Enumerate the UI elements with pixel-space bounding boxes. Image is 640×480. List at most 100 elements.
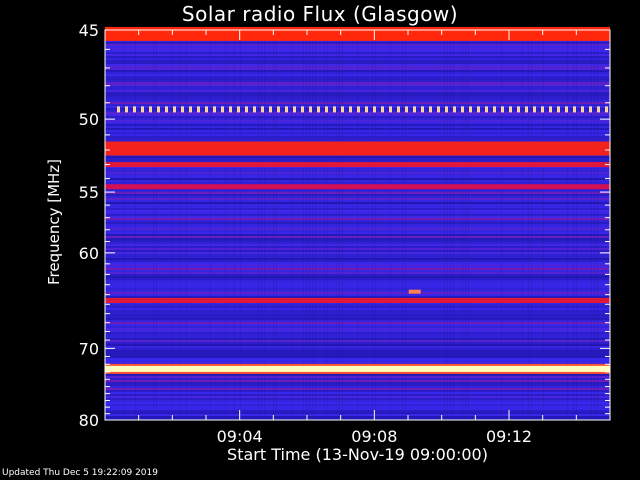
heatmap-row [105, 398, 610, 400]
heatmap-column [264, 30, 265, 420]
heatmap-column [171, 30, 172, 420]
heatmap-row [105, 72, 610, 74]
heatmap-column [390, 30, 391, 420]
heatmap-row [105, 344, 610, 346]
band-dash [309, 106, 312, 113]
updated-timestamp: Updated Thu Dec 5 19:22:09 2019 [2, 468, 158, 478]
band-dash [301, 106, 304, 113]
heatmap-column [324, 30, 325, 420]
heatmap-column [576, 30, 577, 420]
heatmap-row [105, 402, 610, 404]
band-dash [333, 106, 336, 113]
heatmap-row [105, 198, 610, 200]
heatmap-row [105, 130, 610, 132]
heatmap-row [105, 328, 610, 330]
heatmap-column [543, 30, 544, 420]
heatmap-row [105, 234, 610, 236]
chart-title: Solar radio Flux (Glasgow) [181, 2, 459, 26]
heatmap-row [105, 136, 610, 138]
heatmap-row [105, 204, 610, 206]
heatmap-row [105, 178, 610, 180]
band-dash [149, 106, 152, 113]
heatmap-column [156, 30, 157, 420]
heatmap-row [105, 308, 610, 310]
band-dash [221, 106, 224, 113]
heatmap-row [105, 220, 610, 222]
heatmap-column [372, 30, 373, 420]
heatmap-row [105, 60, 610, 62]
heatmap-row [105, 408, 610, 410]
heatmap-row [105, 160, 610, 162]
heatmap-row [105, 388, 610, 390]
heatmap-column [123, 30, 124, 420]
band-dash [445, 106, 448, 113]
heatmap-row [105, 48, 610, 50]
heatmap-row [105, 156, 610, 158]
heatmap-row [105, 252, 610, 254]
band-dash [389, 106, 392, 113]
heatmap-row [105, 272, 610, 274]
band-dash [437, 106, 440, 113]
plot-frame [104, 29, 611, 421]
heatmap-row [105, 396, 610, 398]
band-dash [485, 106, 488, 113]
heatmap-row [105, 358, 610, 360]
heatmap-row [105, 316, 610, 318]
heatmap-row [105, 244, 610, 246]
heatmap-row [105, 122, 610, 124]
heatmap-row [105, 270, 610, 272]
band-dash [405, 106, 408, 113]
heatmap-row [105, 214, 610, 216]
heatmap-column [528, 30, 529, 420]
heatmap-row [105, 302, 610, 304]
heatmap-column [597, 30, 598, 420]
heatmap-row [105, 94, 610, 96]
heatmap-row [105, 218, 610, 220]
band-dash [357, 106, 360, 113]
heatmap-row [105, 200, 610, 202]
heatmap-row [105, 56, 610, 58]
heatmap-row [105, 346, 610, 348]
heatmap-row [105, 80, 610, 82]
heatmap-row [105, 86, 610, 88]
heatmap-column [180, 30, 181, 420]
heatmap-row [105, 190, 610, 192]
heatmap-row [105, 242, 610, 244]
heatmap-row [105, 278, 610, 280]
band-dash [517, 106, 520, 113]
heatmap-row [105, 182, 610, 184]
heatmap-row [105, 114, 610, 116]
band-dash [285, 106, 288, 113]
heatmap-row [105, 226, 610, 228]
heatmap-row [105, 312, 610, 314]
band-dash [573, 106, 576, 113]
heatmap-row [105, 374, 610, 376]
heatmap-row [105, 70, 610, 72]
heatmap-column [594, 30, 595, 420]
heatmap-row [105, 202, 610, 204]
heatmap-row [105, 390, 610, 392]
y-axis-label: Frequency [MHz] [45, 158, 63, 286]
heatmap-row [105, 170, 610, 172]
heatmap-column [453, 30, 454, 420]
heatmap-row [105, 238, 610, 240]
heatmap-row [105, 376, 610, 378]
heatmap-row [105, 356, 610, 358]
heatmap-column [462, 30, 463, 420]
heatmap-row [105, 324, 610, 326]
band-line [105, 184, 610, 190]
heatmap-row [105, 116, 610, 118]
heatmap-row [105, 112, 610, 114]
band-dash [381, 106, 384, 113]
heatmap-row [105, 78, 610, 80]
heatmap-row [105, 310, 610, 312]
heatmap-row [105, 246, 610, 248]
heatmap-column [258, 30, 259, 420]
band-dash [373, 106, 376, 113]
band-dash [173, 106, 176, 113]
band-dash [453, 106, 456, 113]
heatmap-row [105, 280, 610, 282]
band-line [105, 162, 610, 168]
band-dash [117, 106, 120, 113]
y-tick-label: 70 [79, 339, 99, 358]
